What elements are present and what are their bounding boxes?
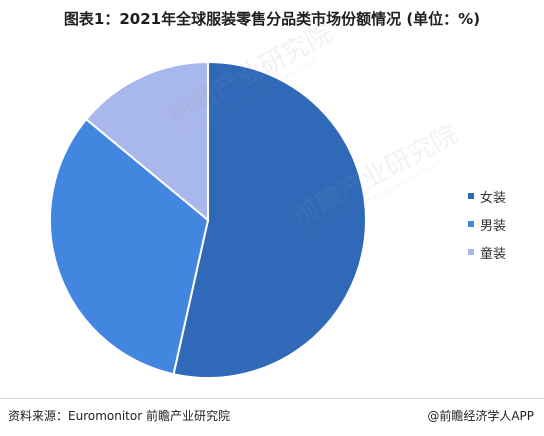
footer-divider xyxy=(0,398,544,399)
legend-item: 童装 xyxy=(468,238,506,266)
legend-swatch xyxy=(468,193,474,199)
chart-title: 图表1：2021年全球服装零售分品类市场份额情况 (单位：%) xyxy=(63,10,481,28)
credit-text: @前瞻经济学人APP xyxy=(427,409,534,423)
legend-label: 女装 xyxy=(480,190,507,206)
source-text: 资料来源：Euromonitor 前瞻产业研究院 xyxy=(8,409,230,423)
legend-item: 男装 xyxy=(468,210,506,238)
legend-swatch xyxy=(468,221,474,227)
legend-label: 男装 xyxy=(480,218,507,234)
legend-label: 童装 xyxy=(480,246,507,262)
legend-item: 女装 xyxy=(468,182,506,210)
pie-slice-1 xyxy=(172,60,367,379)
legend-swatch xyxy=(468,249,474,255)
pie-slice-2 xyxy=(49,117,210,376)
legend: 女装 男装 童装 xyxy=(468,182,506,266)
pie-slice-3 xyxy=(84,60,209,223)
